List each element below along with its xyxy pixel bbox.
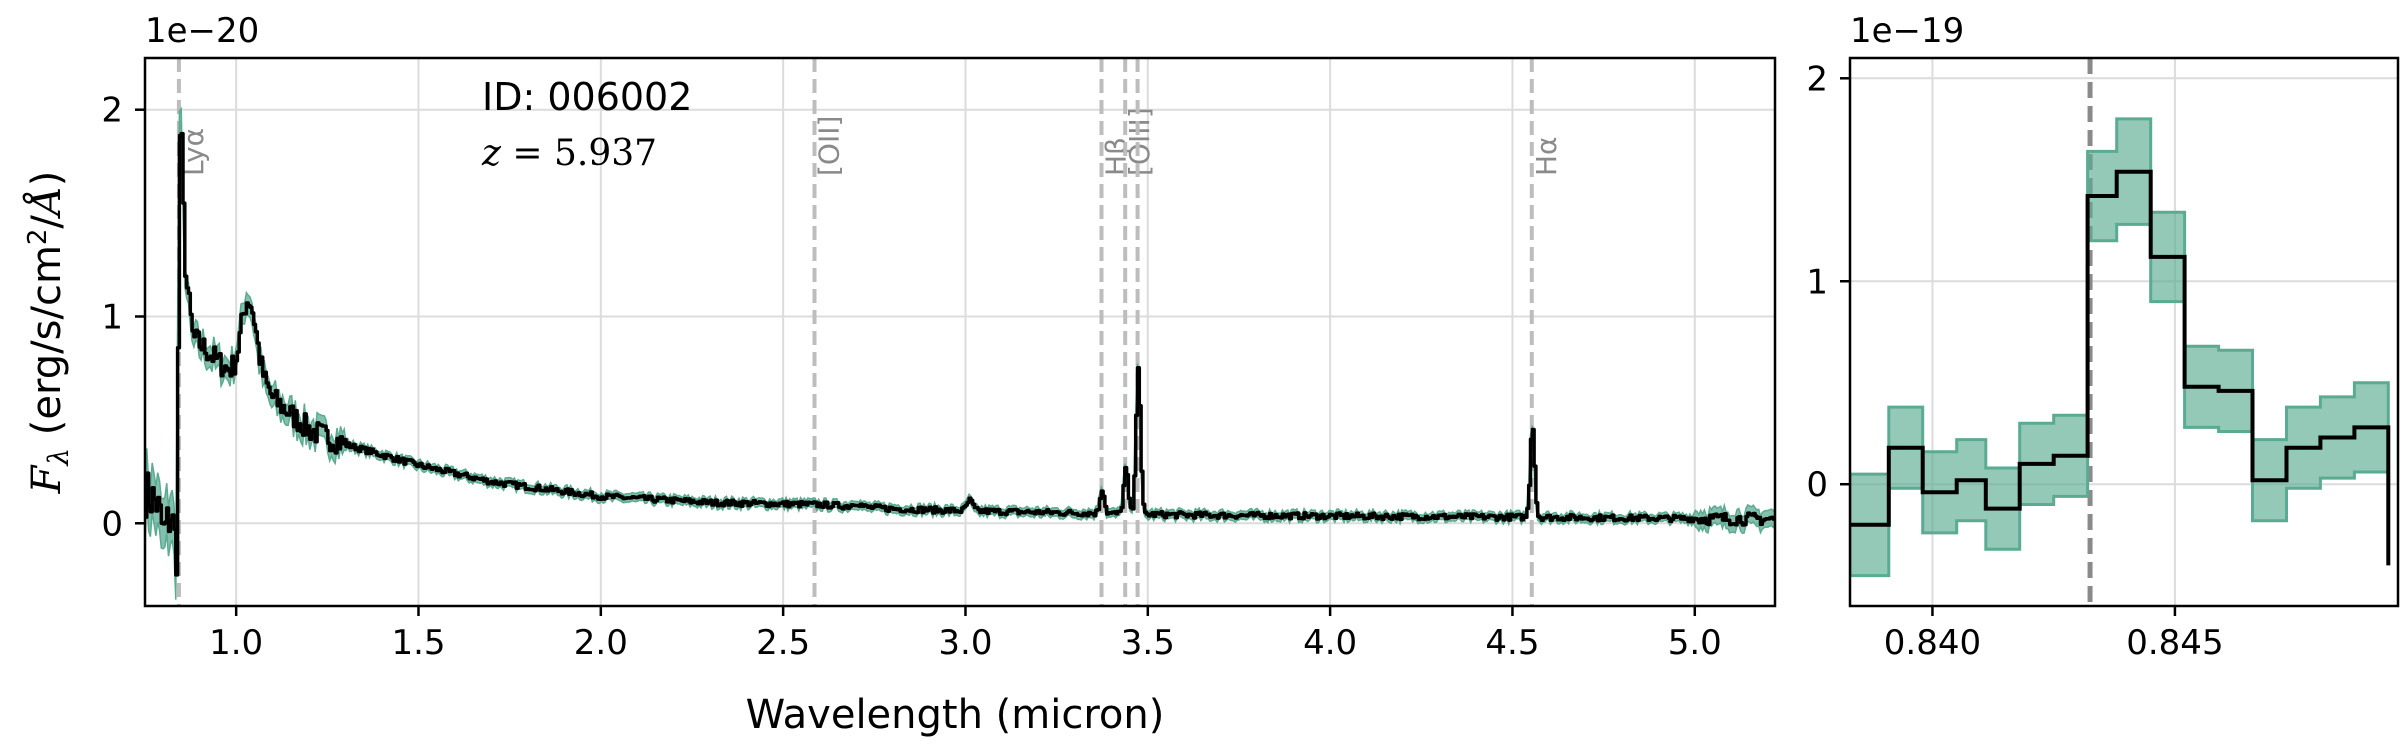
y-label-symbol: F: [24, 464, 70, 494]
main-x-tick-label: 5.0: [1668, 623, 1722, 663]
main-spectrum-series: [145, 106, 1775, 600]
zoom-x-tick-label: 0.845: [2126, 623, 2223, 663]
y-label-units-c: ): [24, 171, 70, 187]
emission-line-label: [OIII]: [1123, 107, 1156, 176]
zoom-y-tick-label: 1: [1806, 262, 1828, 302]
y-axis-label: Fλ (erg/s/cm2/Å): [23, 171, 75, 495]
zoom-y-tick-label: 2: [1806, 59, 1828, 99]
zoom-ticks: 0.840 0.845 0 1 2: [1806, 59, 2223, 663]
zoom-y-tick-label: 0: [1806, 465, 1828, 505]
zoom-offset-text: 1e−19: [1850, 11, 1964, 51]
redshift-value: = 5.937: [501, 133, 657, 174]
zoom-x-tick-label: 0.840: [1884, 623, 1981, 663]
main-emission-lines: Lyα [OII] Hβ[OIII] Hα: [176, 58, 1563, 606]
main-x-tick-label: 4.0: [1303, 623, 1357, 663]
main-spectrum-line: [145, 131, 1775, 577]
x-axis-label: Wavelength (micron): [746, 692, 1165, 738]
emission-line-label: [OII]: [813, 116, 846, 176]
main-x-tick-label: 3.0: [938, 623, 992, 663]
main-x-tick-label: 3.5: [1121, 623, 1175, 663]
main-x-tick-label: 2.5: [756, 623, 810, 663]
main-x-tick-label: 2.0: [574, 623, 628, 663]
main-y-tick-label: 2: [101, 91, 123, 131]
zoom-spectrum-series: [1850, 117, 2391, 578]
zoom-plot-border: [1848, 56, 2400, 608]
main-error-band: [145, 106, 1775, 600]
emission-line-label: Hα: [1530, 136, 1563, 176]
y-label-angstrom: Å: [23, 186, 70, 219]
object-id-label: ID: 006002: [482, 75, 692, 119]
main-panel: Lyα [OII] Hβ[OIII] Hα 1.0 1.5 2.0 2.5 3.0 3.5 4.0…: [23, 11, 1777, 738]
y-label-sub: λ: [42, 448, 75, 467]
y-label-units-a: (erg/s/cm: [24, 245, 70, 448]
main-offset-text: 1e−20: [145, 11, 259, 51]
main-plot-border: [143, 56, 1777, 608]
y-label-units-b: /: [24, 215, 70, 229]
redshift-symbol: z: [481, 133, 502, 174]
main-y-tick-label: 1: [101, 297, 123, 337]
main-x-tick-label: 4.5: [1485, 623, 1539, 663]
zoom-spectrum-line: [1850, 169, 2391, 566]
main-y-tick-label: 0: [101, 504, 123, 544]
main-x-tick-label: 1.5: [391, 623, 445, 663]
main-x-tick-label: 1.0: [209, 623, 263, 663]
redshift-label: z = 5.937: [481, 133, 657, 174]
y-label-sup: 2: [23, 229, 53, 246]
main-ticks: 1.0 1.5 2.0 2.5 3.0 3.5 4.0 4.5 5.0 0 1 2: [101, 91, 1721, 663]
zoom-panel: 0.840 0.845 0 1 2 1e−19: [1806, 11, 2400, 663]
